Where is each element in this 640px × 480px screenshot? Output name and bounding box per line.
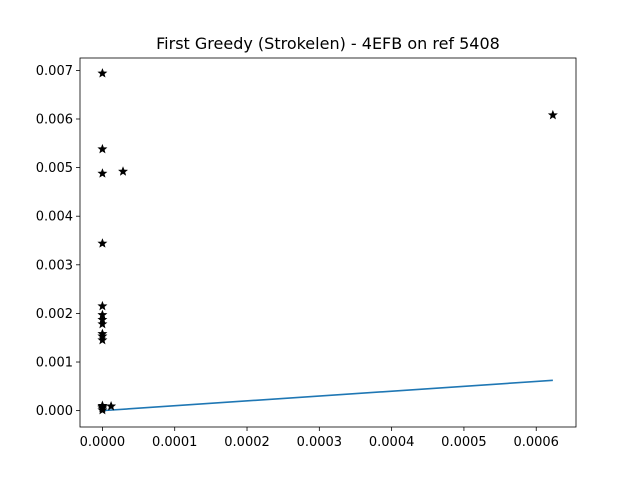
data-point-star [118, 166, 128, 176]
y-tick-label: 0.003 [36, 258, 73, 273]
data-point-star [97, 238, 108, 248]
data-point-star [547, 109, 558, 120]
data-point-star [97, 318, 108, 329]
y-axis: 0.000 0.001 0.002 0.003 0.004 0.005 0.006 0.007 [36, 64, 80, 419]
x-tick-label: 0.0003 [297, 435, 343, 450]
y-tick-label: 0.005 [36, 161, 73, 176]
x-tick-label: 0.0002 [224, 435, 270, 450]
data-point-star [97, 334, 108, 345]
x-tick-label: 0.0004 [369, 435, 415, 450]
y-tick-label: 0.001 [36, 356, 73, 371]
data-point-star [97, 168, 108, 178]
x-tick-label: 0.0005 [441, 435, 487, 450]
data-point-star [97, 300, 108, 311]
chart-title: First Greedy (Strokelen) - 4EFB on ref 5… [156, 34, 500, 53]
plot-frame [79, 57, 577, 428]
y-tick-label: 0.007 [36, 64, 73, 79]
y-tick-label: 0.006 [36, 112, 73, 127]
y-tick-label: 0.002 [36, 307, 73, 322]
x-axis: 0.0000 0.0001 0.0002 0.0003 0.0004 0.0005 0.00… [80, 427, 559, 450]
x-tick-label: 0.0006 [513, 435, 559, 450]
marker-layer [97, 68, 558, 415]
series-line [102, 379, 553, 412]
y-tick-label: 0.004 [36, 210, 73, 225]
data-point-star [97, 68, 108, 78]
line-layer [102, 379, 553, 412]
x-tick-label: 0.0000 [80, 435, 126, 450]
data-point-star [106, 401, 117, 411]
y-tick-label: 0.000 [36, 404, 73, 419]
data-point-star [97, 143, 108, 154]
x-tick-label: 0.0001 [152, 435, 198, 450]
data-point-star [97, 404, 108, 415]
